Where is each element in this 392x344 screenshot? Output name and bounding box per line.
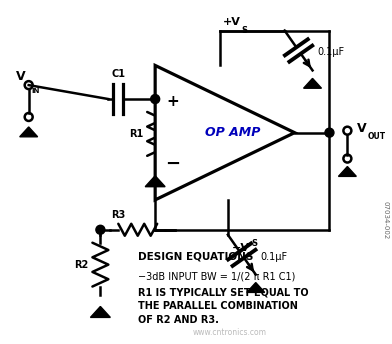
Text: −: −: [165, 155, 181, 173]
Text: R3: R3: [111, 210, 125, 220]
Circle shape: [151, 95, 160, 104]
Polygon shape: [91, 307, 110, 318]
Text: +: +: [167, 94, 180, 109]
Text: IN: IN: [32, 88, 40, 94]
Text: +V: +V: [223, 17, 241, 26]
Text: S: S: [252, 239, 258, 248]
Polygon shape: [155, 65, 295, 200]
Text: S: S: [242, 26, 248, 35]
Text: −3dB INPUT BW = 1/(2 π R1 C1): −3dB INPUT BW = 1/(2 π R1 C1): [138, 272, 296, 282]
Text: OUT: OUT: [367, 132, 385, 141]
Text: R2: R2: [74, 260, 89, 270]
Text: −V: −V: [232, 243, 250, 253]
Text: V: V: [16, 70, 26, 83]
Polygon shape: [145, 176, 165, 187]
Polygon shape: [338, 166, 356, 176]
Text: R1 IS TYPICALLY SET EQUAL TO: R1 IS TYPICALLY SET EQUAL TO: [138, 288, 309, 298]
Polygon shape: [20, 127, 38, 137]
Text: R1: R1: [129, 129, 143, 139]
Text: OP AMP: OP AMP: [205, 126, 261, 139]
Text: DESIGN EQUATIONS: DESIGN EQUATIONS: [138, 252, 254, 262]
Text: OF R2 AND R3.: OF R2 AND R3.: [138, 315, 219, 325]
Text: 0.1μF: 0.1μF: [318, 47, 345, 57]
Text: 07034-002: 07034-002: [382, 201, 388, 239]
Text: THE PARALLEL COMBINATION: THE PARALLEL COMBINATION: [138, 301, 298, 311]
Text: www.cntronics.com: www.cntronics.com: [193, 328, 267, 337]
Circle shape: [96, 225, 105, 234]
Polygon shape: [303, 78, 321, 88]
Text: V: V: [358, 122, 367, 135]
Text: 0.1μF: 0.1μF: [261, 252, 288, 262]
Text: C1: C1: [111, 69, 125, 79]
Polygon shape: [247, 282, 265, 292]
Circle shape: [325, 128, 334, 137]
